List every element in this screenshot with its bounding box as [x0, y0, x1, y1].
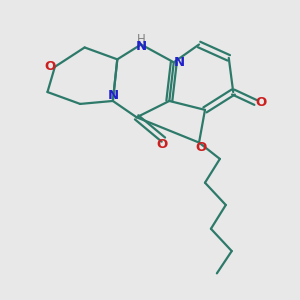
Text: O: O: [44, 60, 55, 73]
Text: N: N: [107, 89, 118, 102]
Text: O: O: [195, 141, 206, 154]
Text: O: O: [256, 96, 267, 109]
Text: N: N: [136, 40, 147, 53]
Text: N: N: [174, 56, 185, 69]
Text: H: H: [137, 33, 146, 46]
Text: O: O: [156, 138, 167, 152]
